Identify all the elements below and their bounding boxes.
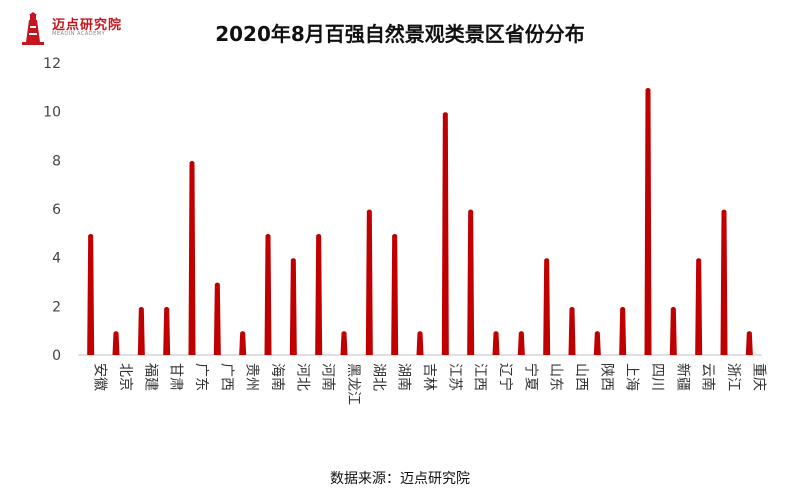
bar-广西 xyxy=(213,282,221,355)
brand-subtitle: MEADIN ACADEMY xyxy=(52,31,106,37)
bar-贵州 xyxy=(239,331,247,355)
bar-海南 xyxy=(264,233,272,355)
x-tick-label-陕西: 陕西 xyxy=(598,363,614,391)
brand-logo: 迈点研究院 MEADIN ACADEMY xyxy=(18,12,128,48)
x-tick-label-河南: 河南 xyxy=(320,363,336,391)
x-tick-label-安徽: 安徽 xyxy=(92,363,108,391)
y-tick-label: 2 xyxy=(52,299,61,315)
x-tick-label-新疆: 新疆 xyxy=(674,363,690,391)
bar-广东 xyxy=(188,160,196,355)
bar-黑龙江 xyxy=(340,331,348,355)
y-tick-label: 6 xyxy=(52,202,61,218)
bar-重庆 xyxy=(745,331,753,355)
x-tick-label-海南: 海南 xyxy=(269,363,285,391)
bar-福建 xyxy=(137,306,145,355)
x-tick-label-江苏: 江苏 xyxy=(446,363,462,391)
bar-宁夏 xyxy=(517,331,525,355)
bar-湖北 xyxy=(365,209,373,355)
x-tick-label-北京: 北京 xyxy=(117,363,133,391)
x-tick-label-重庆: 重庆 xyxy=(750,363,766,391)
bar-江苏 xyxy=(441,112,449,356)
chart-title: 2020年8月百强自然景观类景区省份分布 xyxy=(215,22,585,46)
bar-山西 xyxy=(568,306,576,355)
bar-新疆 xyxy=(669,306,677,355)
x-tick-label-湖南: 湖南 xyxy=(396,363,412,391)
x-tick-label-吉林: 吉林 xyxy=(421,363,437,391)
y-tick-label: 12 xyxy=(43,56,61,72)
bar-吉林 xyxy=(416,331,424,355)
bar-上海 xyxy=(619,306,627,355)
x-tick-label-浙江: 浙江 xyxy=(725,363,741,391)
bar-陕西 xyxy=(593,331,601,355)
bar-江西 xyxy=(467,209,475,355)
bar-河南 xyxy=(315,233,323,355)
x-tick-label-黑龙江: 黑龙江 xyxy=(345,363,361,405)
x-tick-label-广东: 广东 xyxy=(193,363,209,391)
bar-四川 xyxy=(644,87,652,355)
data-source: 数据来源：迈点研究院 xyxy=(330,471,470,487)
x-tick-label-湖北: 湖北 xyxy=(370,363,386,391)
x-tick-label-上海: 上海 xyxy=(624,363,640,391)
x-tick-label-四川: 四川 xyxy=(649,363,665,391)
x-tick-label-甘肃: 甘肃 xyxy=(168,363,184,391)
bar-山东 xyxy=(543,258,551,355)
x-tick-label-广西: 广西 xyxy=(218,363,234,391)
bar-辽宁 xyxy=(492,331,500,355)
x-tick-label-云南: 云南 xyxy=(700,363,716,391)
bar-甘肃 xyxy=(163,306,171,355)
x-tick-label-辽宁: 辽宁 xyxy=(497,363,514,391)
y-tick-label: 4 xyxy=(52,251,61,267)
x-tick-label-山东: 山东 xyxy=(548,363,564,391)
y-tick-label: 8 xyxy=(52,153,61,169)
bar-湖南 xyxy=(391,233,399,355)
y-tick-label: 10 xyxy=(43,105,61,121)
lighthouse-icon xyxy=(22,12,44,45)
x-tick-label-河北: 河北 xyxy=(294,363,310,391)
bar-云南 xyxy=(695,258,703,355)
bar-河北 xyxy=(289,258,297,355)
brand-name: 迈点研究院 xyxy=(52,18,123,33)
x-tick-label-宁夏: 宁夏 xyxy=(522,363,539,391)
x-tick-label-江西: 江西 xyxy=(472,363,488,391)
bar-北京 xyxy=(112,331,120,355)
x-tick-label-贵州: 贵州 xyxy=(244,363,260,391)
bar-安徽 xyxy=(87,233,95,355)
y-tick-label: 0 xyxy=(52,348,61,364)
x-tick-label-山西: 山西 xyxy=(573,363,589,391)
x-tick-label-福建: 福建 xyxy=(142,363,158,391)
bar-浙江 xyxy=(720,209,728,355)
